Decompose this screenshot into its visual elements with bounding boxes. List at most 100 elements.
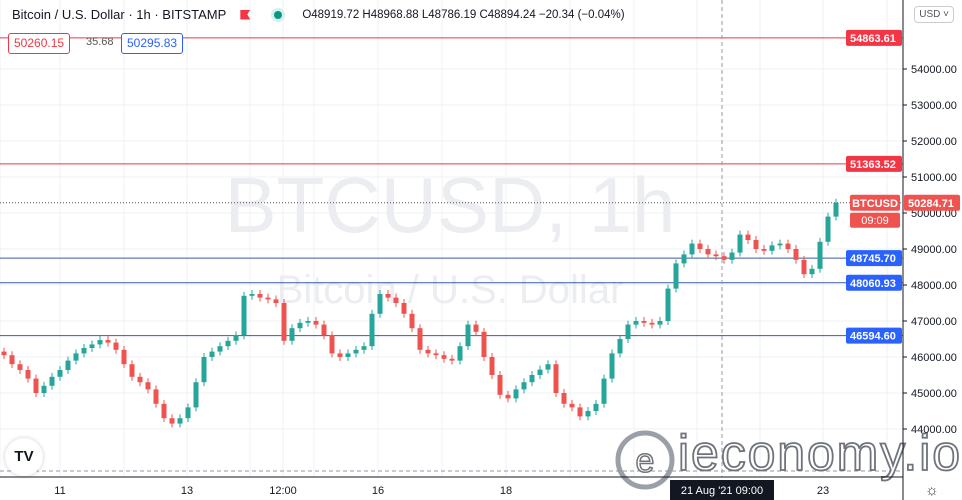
time-tick-label: 11 — [54, 485, 65, 497]
candle-body — [393, 297, 399, 303]
candle-body — [249, 294, 255, 296]
level-label: 54863.61 — [850, 33, 896, 45]
candle-body — [585, 411, 591, 417]
candle-body — [137, 376, 143, 383]
candle-body — [41, 385, 47, 393]
candle — [73, 349, 79, 365]
candle — [65, 356, 71, 374]
candle — [665, 284, 671, 325]
candle-body — [777, 243, 783, 246]
candle — [321, 320, 327, 340]
candle-body — [657, 321, 663, 325]
candle-body — [633, 321, 639, 325]
candle-body — [177, 418, 183, 424]
candle-body — [793, 249, 799, 260]
candle — [201, 353, 207, 387]
candle-body — [385, 294, 391, 298]
candle — [657, 317, 663, 329]
watermark-subtitle: Bitcoin / U.S. Dollar — [277, 268, 624, 312]
candle-body — [649, 322, 655, 325]
candle — [513, 385, 519, 403]
candle-body — [201, 357, 207, 383]
time-tick-label: 16 — [372, 485, 384, 497]
candle-body — [545, 364, 551, 370]
candle-body — [761, 249, 767, 251]
candle-body — [713, 254, 719, 257]
candle-body — [537, 369, 543, 375]
candle — [49, 372, 55, 390]
candle-body — [425, 349, 431, 354]
candle — [633, 317, 639, 329]
candle-body — [129, 364, 135, 377]
candle — [617, 335, 623, 358]
candle-body — [33, 378, 39, 393]
candle — [153, 385, 159, 408]
candle-body — [577, 407, 583, 417]
candle — [169, 414, 175, 428]
ieconomy-logo-e: e — [636, 442, 655, 480]
candle — [417, 324, 423, 354]
buy-price-button[interactable]: 50295.83 — [121, 33, 184, 54]
candle — [177, 414, 183, 428]
candle — [649, 318, 655, 329]
countdown-label: 09:09 — [861, 215, 889, 227]
candle — [345, 349, 351, 361]
candle-body — [97, 340, 103, 345]
candle-body — [561, 393, 567, 404]
time-tick-label: 18 — [500, 485, 512, 497]
symbol-label: BTCUSD — [852, 198, 898, 210]
candle — [689, 239, 695, 259]
candle-body — [361, 346, 367, 350]
ieconomy-logo-text: ieconomy.io — [678, 425, 960, 481]
candle — [385, 290, 391, 302]
candle — [289, 324, 295, 345]
candle — [57, 366, 63, 381]
gear-icon[interactable]: ☼ — [925, 482, 939, 499]
crosshair-time-badge — [670, 480, 774, 500]
candle — [361, 342, 367, 354]
candle-body — [449, 358, 455, 361]
candle-body — [289, 328, 295, 341]
candle-body — [689, 243, 695, 255]
candle — [409, 309, 415, 333]
candle-body — [553, 364, 559, 393]
candle — [273, 295, 279, 307]
last-price-badge — [904, 194, 960, 211]
level-label: 48060.93 — [850, 278, 896, 290]
candle — [377, 290, 383, 318]
candle-body — [121, 349, 127, 365]
candle — [33, 374, 39, 397]
symbol-badge — [850, 194, 900, 211]
candle — [553, 360, 559, 397]
candle-body — [673, 263, 679, 289]
candle-body — [65, 360, 71, 370]
candle-body — [601, 378, 607, 404]
currency-label: USD — [919, 9, 941, 20]
last-price-label: 50284.71 — [908, 198, 954, 210]
candle — [241, 291, 247, 340]
candle — [25, 366, 31, 383]
candle — [721, 252, 727, 264]
currency-select[interactable]: USD ˅ — [914, 6, 954, 23]
candle — [585, 407, 591, 421]
candle-body — [49, 376, 55, 386]
candle — [745, 230, 751, 244]
candle — [185, 403, 191, 423]
candle — [537, 365, 543, 379]
candle-body — [513, 389, 519, 399]
tradingview-logo[interactable]: TV — [5, 438, 43, 476]
symbol-title[interactable]: Bitcoin / U.S. Dollar · 1h · BITSTAMP — [12, 7, 227, 22]
market-open-dot-icon — [274, 10, 283, 19]
candle-body — [153, 389, 159, 404]
candle — [737, 230, 743, 257]
candle — [297, 318, 303, 333]
flag-icon[interactable] — [240, 9, 251, 20]
candle-body — [737, 234, 743, 253]
candle-body — [417, 328, 423, 350]
level-label-bg — [846, 327, 902, 344]
chart-legend: Bitcoin / U.S. Dollar · 1h · BITSTAMP O4… — [12, 7, 625, 22]
candle-body — [505, 394, 511, 399]
candle — [673, 259, 679, 293]
sell-price-button[interactable]: 50260.15 — [8, 33, 71, 54]
